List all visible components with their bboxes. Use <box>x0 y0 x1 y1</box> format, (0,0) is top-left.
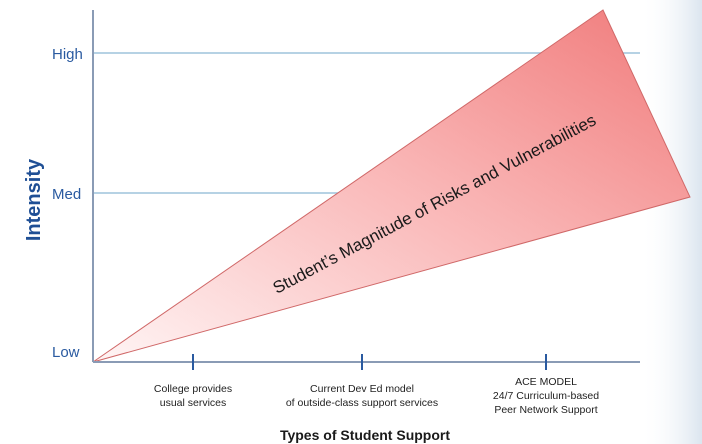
y-tick-high: High <box>52 46 83 63</box>
y-axis-title: Intensity <box>23 158 45 241</box>
x-axis-title: Types of Student Support <box>280 427 450 443</box>
background-panel <box>640 0 702 444</box>
risk-wedge <box>92 9 691 363</box>
x-category-3-line3: Peer Network Support <box>494 404 597 416</box>
x-category-2-line1: Current Dev Ed model <box>310 383 414 395</box>
x-category-2-line2: of outside-class support services <box>286 397 438 409</box>
x-category-3-line1: ACE MODEL <box>515 376 577 388</box>
x-category-1-line2: usual services <box>160 397 227 409</box>
x-category-1-line1: College provides <box>154 383 232 395</box>
y-tick-med: Med <box>52 186 81 203</box>
x-category-3-line2: 24/7 Curriculum-based <box>493 390 599 402</box>
y-tick-low: Low <box>52 344 80 361</box>
